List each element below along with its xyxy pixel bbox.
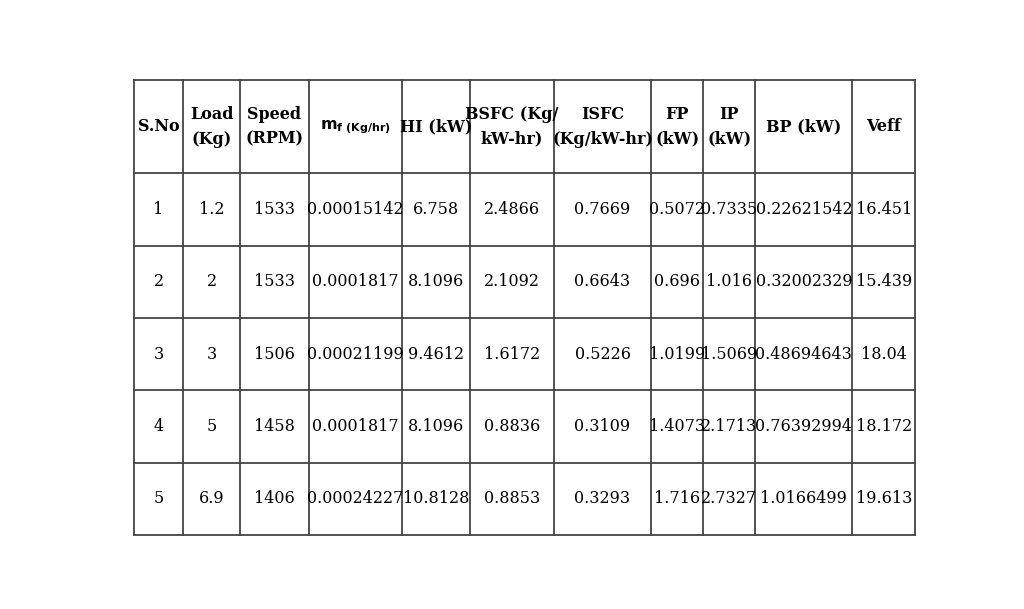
Text: kW-hr): kW-hr) — [480, 131, 543, 148]
Text: 1.2: 1.2 — [199, 201, 224, 218]
Text: (Kg): (Kg) — [191, 131, 231, 148]
Text: 1.0199: 1.0199 — [649, 346, 706, 363]
Text: Speed: Speed — [248, 105, 302, 122]
Text: 2: 2 — [207, 273, 217, 290]
Text: 0.8853: 0.8853 — [483, 490, 540, 507]
Text: (kW): (kW) — [708, 131, 752, 148]
Text: 0.7335: 0.7335 — [701, 201, 758, 218]
Text: 3: 3 — [207, 346, 217, 363]
Text: 8.1096: 8.1096 — [408, 273, 464, 290]
Text: 5: 5 — [207, 418, 217, 435]
Text: 1: 1 — [154, 201, 164, 218]
Text: 1.016: 1.016 — [707, 273, 753, 290]
Text: 0.48694643: 0.48694643 — [756, 346, 852, 363]
Text: 0.0001817: 0.0001817 — [312, 418, 398, 435]
Text: 2.1092: 2.1092 — [483, 273, 540, 290]
Text: 2.7327: 2.7327 — [701, 490, 758, 507]
Text: 6.9: 6.9 — [199, 490, 224, 507]
Text: 0.3109: 0.3109 — [574, 418, 631, 435]
Text: 0.76392994: 0.76392994 — [756, 418, 852, 435]
Text: $\mathbf{m}_{\mathbf{f\ (Kg/hr)}}$: $\mathbf{m}_{\mathbf{f\ (Kg/hr)}}$ — [319, 118, 391, 136]
Text: 6.758: 6.758 — [413, 201, 459, 218]
Text: FP: FP — [666, 105, 689, 122]
Text: BSFC (Kg/: BSFC (Kg/ — [465, 105, 558, 122]
Text: 0.5072: 0.5072 — [649, 201, 706, 218]
Text: 2: 2 — [154, 273, 164, 290]
Text: 0.8836: 0.8836 — [483, 418, 540, 435]
Text: 1.4073: 1.4073 — [649, 418, 706, 435]
Text: 0.00015142: 0.00015142 — [307, 201, 403, 218]
Text: 3: 3 — [154, 346, 164, 363]
Text: Veff: Veff — [866, 118, 901, 135]
Text: 15.439: 15.439 — [856, 273, 912, 290]
Text: 18.04: 18.04 — [861, 346, 906, 363]
Text: 1.716: 1.716 — [654, 490, 700, 507]
Text: (Kg/kW-hr): (Kg/kW-hr) — [552, 131, 653, 148]
Text: 0.6643: 0.6643 — [574, 273, 631, 290]
Text: BP (kW): BP (kW) — [766, 118, 842, 135]
Text: 0.00021199: 0.00021199 — [307, 346, 403, 363]
Text: 1406: 1406 — [254, 490, 295, 507]
Text: 9.4612: 9.4612 — [408, 346, 464, 363]
Text: ISFC: ISFC — [581, 105, 624, 122]
Text: 0.32002329: 0.32002329 — [756, 273, 852, 290]
Text: (kW): (kW) — [655, 131, 699, 148]
Text: 0.5226: 0.5226 — [574, 346, 631, 363]
Text: 1506: 1506 — [254, 346, 295, 363]
Text: HI (kW): HI (kW) — [399, 118, 472, 135]
Text: 4: 4 — [154, 418, 164, 435]
Text: 1533: 1533 — [254, 201, 295, 218]
Text: 0.696: 0.696 — [654, 273, 700, 290]
Text: 1458: 1458 — [254, 418, 295, 435]
Text: 19.613: 19.613 — [856, 490, 912, 507]
Text: 1.5069: 1.5069 — [701, 346, 758, 363]
Text: 8.1096: 8.1096 — [408, 418, 464, 435]
Text: (RPM): (RPM) — [246, 131, 303, 148]
Text: 0.00024227: 0.00024227 — [307, 490, 403, 507]
Text: 1.0166499: 1.0166499 — [761, 490, 847, 507]
Text: 0.0001817: 0.0001817 — [312, 273, 398, 290]
Text: 1.6172: 1.6172 — [483, 346, 540, 363]
Text: 5: 5 — [154, 490, 164, 507]
Text: IP: IP — [720, 105, 739, 122]
Text: 1533: 1533 — [254, 273, 295, 290]
Text: 18.172: 18.172 — [856, 418, 912, 435]
Text: 2.1713: 2.1713 — [701, 418, 758, 435]
Text: 0.3293: 0.3293 — [574, 490, 631, 507]
Text: Load: Load — [189, 105, 233, 122]
Text: 10.8128: 10.8128 — [402, 490, 469, 507]
Text: 0.22621542: 0.22621542 — [756, 201, 852, 218]
Text: 0.7669: 0.7669 — [574, 201, 631, 218]
Text: S.No: S.No — [138, 118, 179, 135]
Text: 16.451: 16.451 — [856, 201, 912, 218]
Text: 2.4866: 2.4866 — [483, 201, 540, 218]
